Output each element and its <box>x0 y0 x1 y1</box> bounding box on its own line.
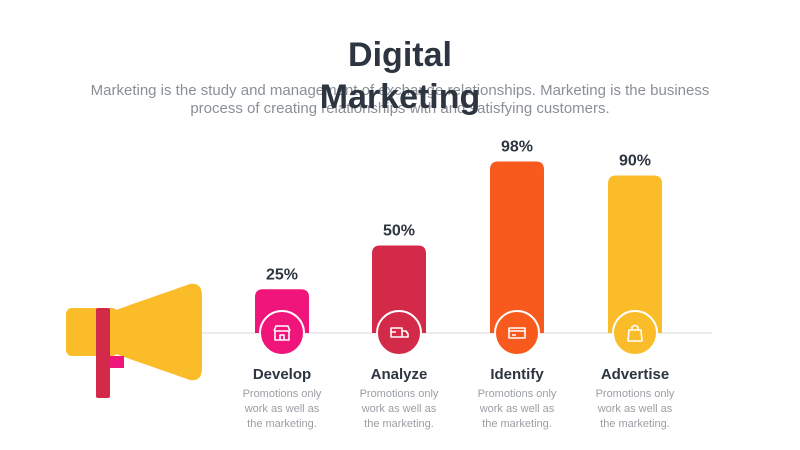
value-label: 98% <box>501 139 533 156</box>
value-label: 90% <box>619 153 651 170</box>
megaphone-icon <box>66 283 202 398</box>
bar <box>372 245 426 333</box>
icon-circle <box>376 310 422 356</box>
icon-circle <box>612 310 658 356</box>
description: Promotions only work as well as the mark… <box>595 388 675 430</box>
icon <box>627 324 643 342</box>
description: Promotions only work as well as the mark… <box>359 388 439 430</box>
description: Promotions only work as well as the mark… <box>477 388 557 430</box>
category-label: Develop <box>252 366 312 383</box>
value-label: 25% <box>266 266 298 283</box>
subtitle: Marketing is the study and management of… <box>90 82 710 117</box>
bar <box>490 161 544 333</box>
title: Digital Marketing <box>319 36 481 116</box>
bar <box>608 175 662 333</box>
value-label: 50% <box>383 223 415 240</box>
icon <box>390 327 409 338</box>
icon-circle <box>259 310 305 356</box>
icon <box>508 327 526 339</box>
description: Promotions only work as well as the mark… <box>242 388 322 430</box>
category-label: Advertise <box>600 366 670 383</box>
category-label: Analyze <box>370 366 428 383</box>
category-label: Identify <box>490 366 544 383</box>
icon-circle <box>494 310 540 356</box>
icon <box>273 325 291 341</box>
